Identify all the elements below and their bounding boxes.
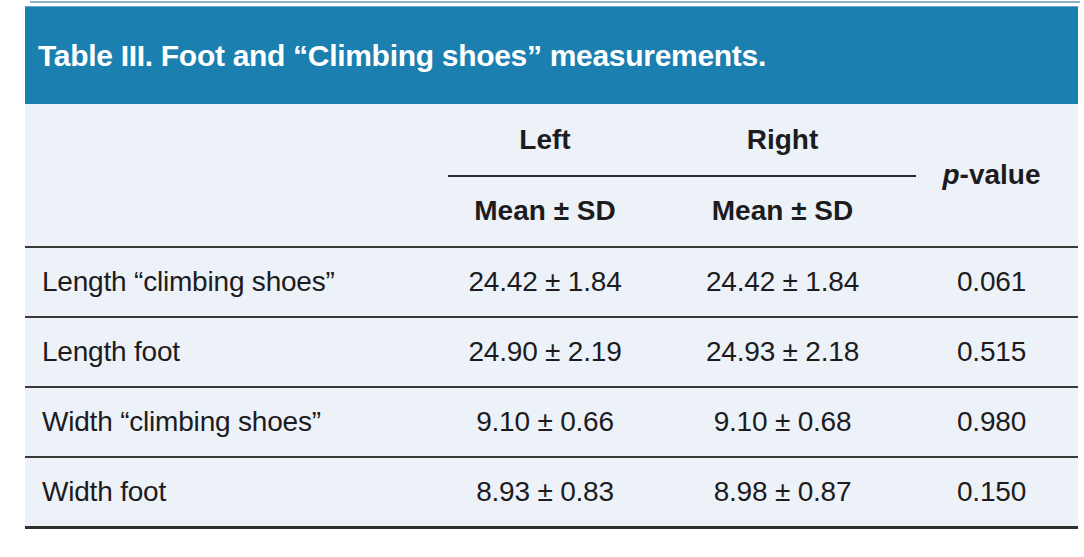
table-row: Width “climbing shoes” 9.10 ± 0.66 9.10 … — [25, 386, 1078, 456]
top-rule — [30, 1, 1080, 3]
row-label: Width foot — [25, 458, 430, 526]
subheader-mean-sd-left: Mean ± SD — [430, 178, 660, 244]
table-row: Length “climbing shoes” 24.42 ± 1.84 24.… — [25, 246, 1078, 316]
pvalue-suffix: -value — [960, 159, 1041, 191]
row-label: Length foot — [25, 318, 430, 386]
table-panel: Left Right Mean ± SD Mean ± SD p-value L… — [25, 104, 1078, 529]
table-row: Width foot 8.93 ± 0.83 8.98 ± 0.87 0.150 — [25, 456, 1078, 526]
table-row: Length foot 24.90 ± 2.19 24.93 ± 2.18 0.… — [25, 316, 1078, 386]
column-header-right: Right — [660, 104, 905, 176]
cell-right-value: 8.98 ± 0.87 — [660, 458, 905, 526]
header-underline — [448, 175, 916, 177]
cell-left-value: 9.10 ± 0.66 — [430, 388, 660, 456]
column-header-left: Left — [430, 104, 660, 176]
cell-pvalue: 0.061 — [905, 248, 1078, 316]
cell-pvalue: 0.150 — [905, 458, 1078, 526]
table-title-bar: Table III. Foot and “Climbing shoes” mea… — [25, 6, 1078, 105]
cell-pvalue: 0.515 — [905, 318, 1078, 386]
row-label: Length “climbing shoes” — [25, 248, 430, 316]
cell-pvalue: 0.980 — [905, 388, 1078, 456]
subheader-mean-sd-right: Mean ± SD — [660, 178, 905, 244]
table-body: Length “climbing shoes” 24.42 ± 1.84 24.… — [25, 246, 1078, 526]
cell-right-value: 9.10 ± 0.68 — [660, 388, 905, 456]
cell-left-value: 24.42 ± 1.84 — [430, 248, 660, 316]
row-label: Width “climbing shoes” — [25, 388, 430, 456]
cell-left-value: 24.90 ± 2.19 — [430, 318, 660, 386]
column-header-pvalue: p-value — [905, 104, 1078, 246]
pvalue-italic-p: p — [942, 159, 959, 191]
table-header: Left Right Mean ± SD Mean ± SD p-value — [25, 104, 1078, 246]
cell-right-value: 24.42 ± 1.84 — [660, 248, 905, 316]
cell-right-value: 24.93 ± 2.18 — [660, 318, 905, 386]
table-title: Table III. Foot and “Climbing shoes” mea… — [25, 39, 766, 73]
cell-left-value: 8.93 ± 0.83 — [430, 458, 660, 526]
